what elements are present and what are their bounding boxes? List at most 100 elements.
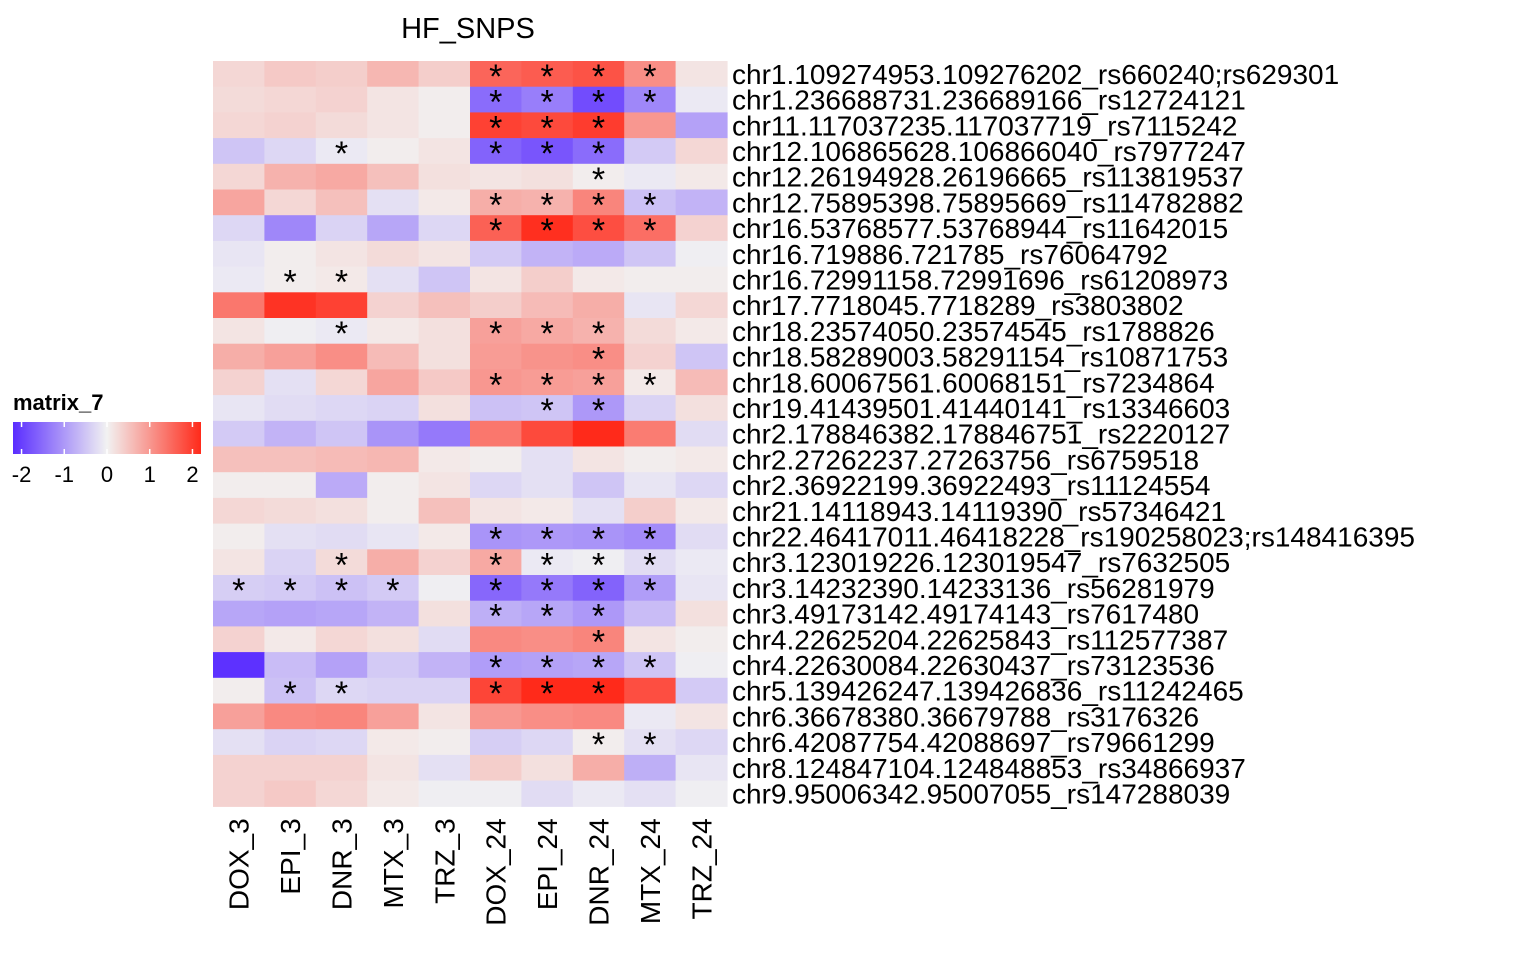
- heatmap-cell: [470, 754, 522, 782]
- heatmap-cell: [315, 703, 368, 730]
- heatmap-cell: [418, 497, 471, 525]
- heatmap-cell: [367, 523, 420, 550]
- heatmap-cell: [367, 420, 420, 448]
- heatmap-cell: [521, 600, 574, 627]
- heatmap-cell: [675, 215, 728, 242]
- heatmap-cell: [624, 497, 677, 525]
- heatmap-cell: [470, 472, 522, 499]
- column-label: TRZ_24: [686, 818, 717, 919]
- heatmap-cell: [572, 189, 625, 216]
- heatmap-cell: [470, 343, 522, 370]
- heatmap-cell: [418, 318, 471, 345]
- heatmap-cell: [572, 61, 625, 88]
- heatmap-cell: [572, 369, 625, 396]
- row-label: chr2.178846382.178846751_rs2220127: [732, 419, 1230, 450]
- heatmap-cell: [624, 343, 677, 370]
- legend-ticks: -2 -1 0 1 2: [12, 422, 199, 487]
- heatmap-cell: [367, 266, 420, 293]
- row-label: chr17.7718045.7718289_rs3803802: [732, 290, 1184, 321]
- significance-star: *: [489, 675, 502, 713]
- heatmap-cell: [572, 600, 625, 627]
- significance-star: *: [592, 109, 605, 147]
- heatmap-cell: [367, 292, 420, 319]
- heatmap-cell: [521, 575, 574, 602]
- heatmap-cell: [213, 626, 265, 653]
- heatmap-cell: [315, 266, 368, 293]
- heatmap-cell: [213, 292, 265, 319]
- heatmap-cell: [521, 729, 574, 756]
- heatmap-cell: [675, 163, 728, 191]
- heatmap-cell: [675, 575, 728, 602]
- heatmap-cell: [418, 729, 471, 756]
- heatmap-cell: [624, 112, 677, 139]
- heatmap-cell: [521, 754, 574, 782]
- legend-tick-label: 0: [101, 462, 113, 487]
- heatmap-cell: [572, 86, 625, 113]
- significance-star: *: [335, 264, 348, 302]
- heatmap-cell: [315, 138, 368, 165]
- heatmap-cell: [315, 677, 368, 705]
- heatmap-cell: [675, 318, 728, 345]
- heatmap-cell: [367, 189, 420, 216]
- significance-star: *: [643, 187, 656, 225]
- heatmap-cell: [572, 138, 625, 165]
- significance-star: *: [540, 598, 553, 636]
- significance-star: *: [489, 187, 502, 225]
- heatmap-cell: [624, 472, 677, 499]
- significance-star: *: [540, 649, 553, 687]
- heatmap-cell: [572, 677, 625, 705]
- heatmap-cell: [213, 343, 265, 370]
- column-label: EPI_3: [275, 818, 306, 894]
- heatmap-cell: [315, 240, 368, 268]
- heatmap-cell: [521, 626, 574, 653]
- heatmap-cell: [572, 497, 625, 525]
- heatmap-cell: [264, 523, 317, 550]
- row-label: chr3.49173142.49174143_rs7617480: [732, 599, 1199, 630]
- heatmap-cell: [264, 369, 317, 396]
- column-labels: DOX_3 EPI_3 DNR_3 MTX_3 TRZ_3 DOX_24 EPI_24 DNR…: [224, 818, 718, 925]
- row-label: chr1.109274953.109276202_rs660240;rs6293…: [732, 59, 1339, 90]
- heatmap-cell: [624, 754, 677, 782]
- heatmap-cell: [470, 369, 522, 396]
- heatmap-cell: [470, 652, 522, 679]
- heatmap-cell: [675, 343, 728, 370]
- significance-star: *: [643, 366, 656, 404]
- heatmap-cell: [264, 292, 317, 319]
- heatmap-cell: [315, 86, 368, 113]
- heatmap-cell: [315, 215, 368, 242]
- heatmap-cell: [264, 549, 317, 576]
- heatmap-cell: [624, 318, 677, 345]
- heatmap-cell: [572, 780, 625, 807]
- column-label: DNR_3: [327, 818, 358, 910]
- heatmap-cell: [315, 292, 368, 319]
- heatmap-cell: [315, 189, 368, 216]
- heatmap-cell: [624, 600, 677, 627]
- heatmap-cell: [264, 600, 317, 627]
- heatmap-cell: [264, 626, 317, 653]
- heatmap-cell: [470, 395, 522, 422]
- heatmap-cell: [213, 61, 265, 88]
- heatmap-cell: [264, 497, 317, 525]
- heatmap-cell: [470, 189, 522, 216]
- heatmap-cell: [315, 523, 368, 550]
- heatmap-cell: [624, 575, 677, 602]
- heatmap-cell: [521, 446, 574, 473]
- heatmap-cell: [624, 189, 677, 216]
- row-labels: chr1.109274953.109276202_rs660240;rs6293…: [732, 59, 1415, 810]
- heatmap-cell: [521, 472, 574, 499]
- heatmap-cell: [418, 652, 471, 679]
- heatmap-cell: [521, 318, 574, 345]
- column-label: MTX_24: [635, 818, 666, 924]
- heatmap-cell: [264, 215, 317, 242]
- significance-star: *: [489, 109, 502, 147]
- heatmap-cell: [624, 652, 677, 679]
- heatmap-cell: [470, 86, 522, 113]
- heatmap-cell: [521, 138, 574, 165]
- heatmap-cell: [624, 369, 677, 396]
- heatmap-cell: [521, 780, 574, 807]
- significance-star: *: [540, 58, 553, 96]
- heatmap-cell: [213, 138, 265, 165]
- heatmap-cell: [572, 575, 625, 602]
- heatmap-cell: [264, 395, 317, 422]
- heatmap-cell: [624, 215, 677, 242]
